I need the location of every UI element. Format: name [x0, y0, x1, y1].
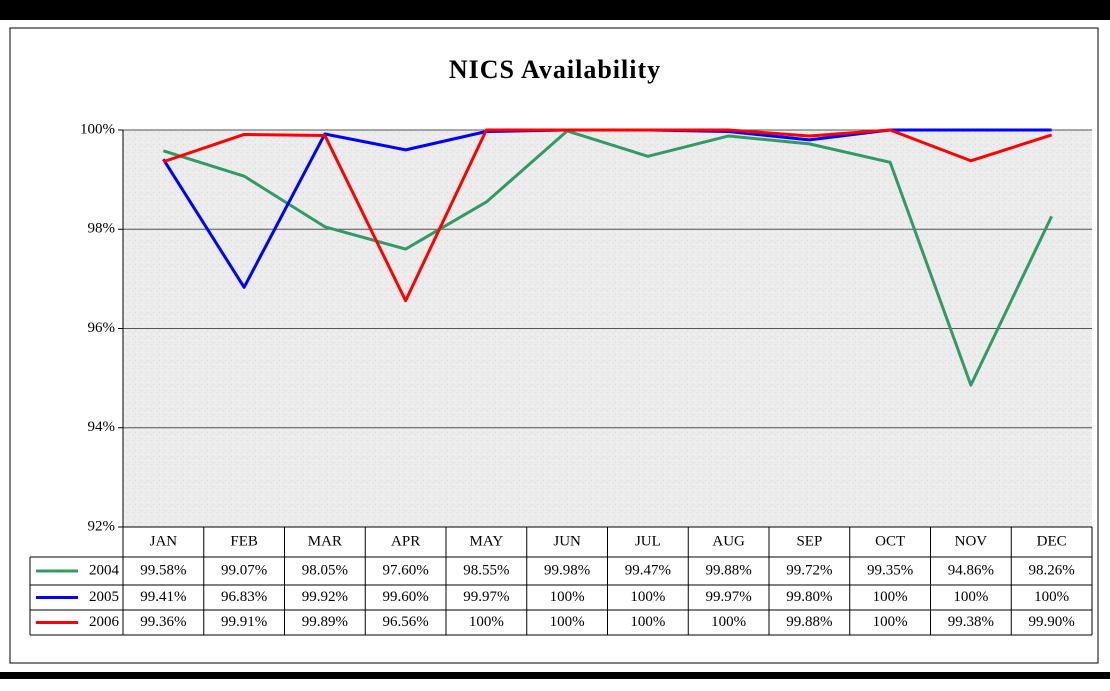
table-cell: 98.26%: [1029, 562, 1075, 578]
table-cell: 96.83%: [221, 589, 267, 605]
table-cell: 99.72%: [786, 562, 832, 578]
y-tick-label: 98%: [88, 221, 116, 237]
table-cell: 99.98%: [544, 562, 590, 578]
table-cell: 99.91%: [221, 614, 267, 630]
y-tick-label: 100%: [80, 121, 115, 137]
table-cell: 99.58%: [140, 562, 186, 578]
x-tick-label: NOV: [955, 533, 988, 549]
bottom-bar: [0, 672, 1110, 679]
table-cell: 100%: [630, 614, 665, 630]
table-cell: 98.05%: [302, 562, 348, 578]
x-tick-label: MAR: [308, 533, 342, 549]
x-tick-label: JUN: [553, 533, 581, 549]
table-cell: 99.38%: [948, 614, 994, 630]
table-cell: 99.88%: [706, 562, 752, 578]
table-cell: 99.97%: [706, 589, 752, 605]
table-cell: 99.47%: [625, 562, 671, 578]
x-tick-label: JUL: [635, 533, 661, 549]
table-cell: 99.80%: [786, 589, 832, 605]
chart-title: NICS Availability: [449, 55, 661, 84]
x-tick-label: AUG: [712, 533, 745, 549]
table-cell: 100%: [873, 589, 908, 605]
table-cell: 99.90%: [1029, 614, 1075, 630]
legend-label: 2005: [89, 589, 119, 605]
table-cell: 99.92%: [302, 589, 348, 605]
x-tick-label: OCT: [875, 533, 905, 549]
table-cell: 98.55%: [463, 562, 509, 578]
table-cell: 100%: [1034, 589, 1069, 605]
table-cell: 100%: [873, 614, 908, 630]
x-tick-label: DEC: [1037, 533, 1067, 549]
x-tick-label: FEB: [230, 533, 258, 549]
table-cell: 100%: [711, 614, 746, 630]
table-cell: 100%: [953, 589, 988, 605]
legend-label: 2004: [89, 562, 120, 578]
table-cell: 99.60%: [383, 589, 429, 605]
y-tick-label: 94%: [88, 419, 116, 435]
table-cell: 99.35%: [867, 562, 913, 578]
table-cell: 100%: [469, 614, 504, 630]
table-cell: 99.36%: [140, 614, 186, 630]
table-cell: 99.89%: [302, 614, 348, 630]
y-tick-label: 96%: [88, 320, 116, 336]
table-cell: 100%: [630, 589, 665, 605]
table-cell: 99.07%: [221, 562, 267, 578]
x-tick-label: APR: [391, 533, 420, 549]
table-cell: 94.86%: [948, 562, 994, 578]
table-cell: 100%: [550, 614, 585, 630]
table-cell: 96.56%: [383, 614, 429, 630]
table-cell: 99.97%: [463, 589, 509, 605]
legend-label: 2006: [89, 614, 120, 630]
table-cell: 97.60%: [383, 562, 429, 578]
table-cell: 100%: [550, 589, 585, 605]
x-tick-label: JAN: [150, 533, 178, 549]
x-tick-label: SEP: [796, 533, 822, 549]
x-tick-label: MAY: [470, 533, 504, 549]
series-line: [162, 128, 1053, 303]
y-tick-label: 92%: [88, 518, 116, 534]
top-bar: [0, 0, 1110, 20]
series-line: [162, 129, 1053, 387]
table-cell: 99.41%: [140, 589, 186, 605]
table-cell: 99.88%: [786, 614, 832, 630]
